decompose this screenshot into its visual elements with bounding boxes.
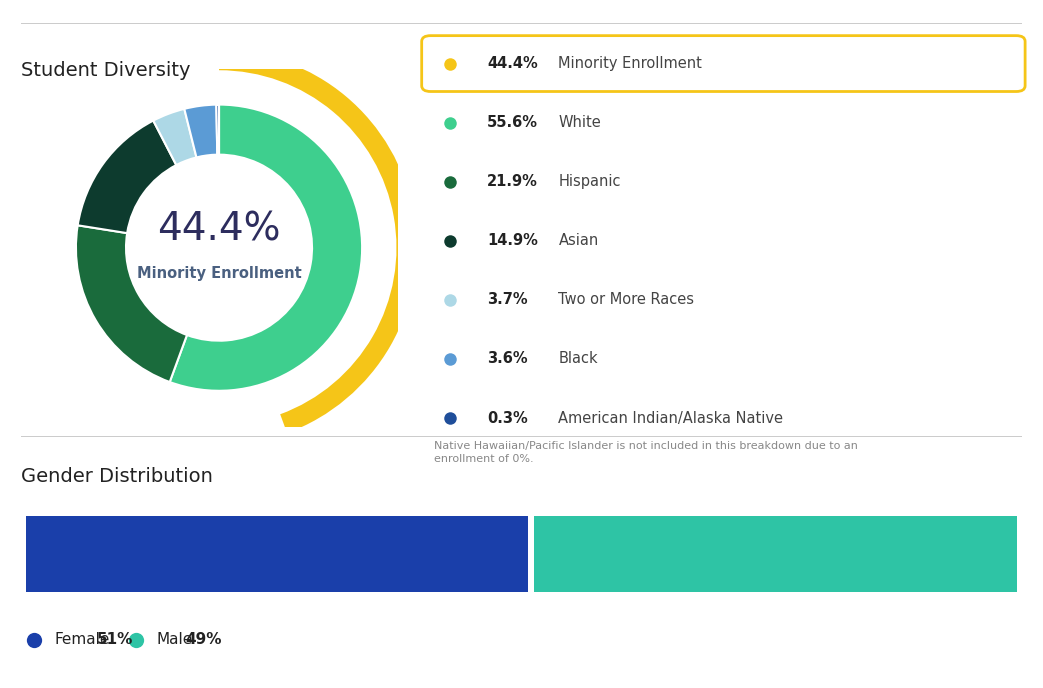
Text: Gender Distribution: Gender Distribution <box>21 466 213 486</box>
Text: 3.6%: 3.6% <box>487 352 528 367</box>
Text: Minority Enrollment: Minority Enrollment <box>558 56 702 71</box>
Text: Hispanic: Hispanic <box>558 174 621 189</box>
Wedge shape <box>219 50 416 433</box>
Text: 44.4%: 44.4% <box>157 210 281 248</box>
Text: 3.7%: 3.7% <box>487 292 528 308</box>
Text: Male: Male <box>156 632 193 647</box>
Text: Minority Enrollment: Minority Enrollment <box>137 266 301 281</box>
Text: Female: Female <box>55 632 111 647</box>
Text: 55.6%: 55.6% <box>487 115 538 130</box>
Text: 51%: 51% <box>96 632 132 647</box>
Text: Student Diversity: Student Diversity <box>21 61 191 80</box>
Text: Asian: Asian <box>558 233 599 248</box>
Bar <box>26 516 529 592</box>
Wedge shape <box>153 109 196 165</box>
Wedge shape <box>77 120 176 233</box>
Text: 14.9%: 14.9% <box>487 233 538 248</box>
Wedge shape <box>76 225 187 382</box>
Bar <box>534 516 1017 592</box>
Text: 21.9%: 21.9% <box>487 174 538 189</box>
Text: Black: Black <box>558 352 598 367</box>
FancyBboxPatch shape <box>421 36 1025 92</box>
Text: American Indian/Alaska Native: American Indian/Alaska Native <box>558 411 783 426</box>
Wedge shape <box>185 105 217 158</box>
Text: Two or More Races: Two or More Races <box>558 292 695 308</box>
Wedge shape <box>170 105 362 391</box>
Text: Native Hawaiian/Pacific Islander is not included in this breakdown due to an
enr: Native Hawaiian/Pacific Islander is not … <box>434 441 857 464</box>
Wedge shape <box>216 105 219 155</box>
Text: 49%: 49% <box>186 632 221 647</box>
Text: 0.3%: 0.3% <box>487 411 528 426</box>
Text: 44.4%: 44.4% <box>487 56 538 71</box>
Text: White: White <box>558 115 601 130</box>
